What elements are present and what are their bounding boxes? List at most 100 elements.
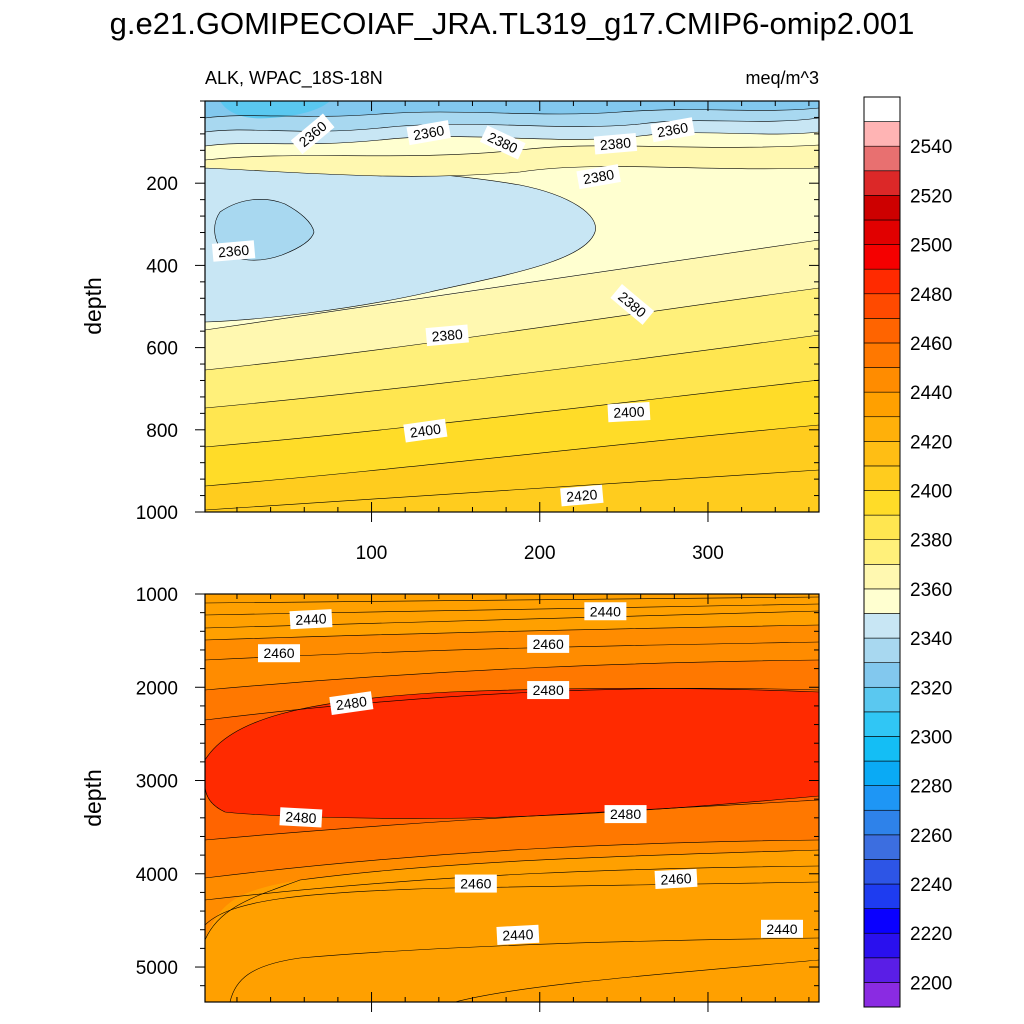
colorbar-tick-label: 2200 bbox=[910, 973, 952, 994]
contour-label-text: 2480 bbox=[335, 693, 368, 713]
upper-subtitle-right: meq/m^3 bbox=[746, 68, 819, 88]
contour-label-bg bbox=[403, 418, 448, 443]
colorbar-bin bbox=[863, 982, 901, 1008]
contour-label: 2420 bbox=[560, 484, 604, 507]
contour-label-text: 2440 bbox=[590, 603, 621, 619]
lower-plot-frame bbox=[204, 593, 820, 1003]
lower-y-ticks: 1000 2000 3000 4000 5000 bbox=[136, 585, 819, 987]
lower-y-axis-label: depth bbox=[80, 769, 106, 827]
colorbar-bin bbox=[863, 145, 901, 172]
contour-label: 2460 bbox=[527, 634, 570, 653]
colorbar-bin bbox=[863, 121, 901, 147]
contour-label: 2380 bbox=[425, 324, 469, 347]
contour-label-text: 2420 bbox=[566, 486, 599, 505]
contour-label: 2440 bbox=[760, 919, 803, 938]
colorbar-bin bbox=[863, 195, 901, 221]
contour-label-bg bbox=[496, 924, 540, 945]
upper-y-axis-label: depth bbox=[80, 277, 106, 335]
upper-x-ticks: 100 200 300 bbox=[236, 101, 810, 564]
contour-label-bg bbox=[211, 240, 256, 262]
contour-label: 2440 bbox=[289, 609, 333, 630]
contour-label-bg bbox=[479, 125, 526, 160]
y-tick-label: 3000 bbox=[136, 772, 178, 793]
figure-title: g.e21.GOMIPECOIAF_JRA.TL319_g17.CMIP6-om… bbox=[109, 6, 915, 41]
contour-label: 2400 bbox=[607, 402, 651, 423]
colorbar-bin bbox=[863, 883, 901, 909]
colorbar-bin bbox=[863, 268, 901, 295]
colorbar-bin bbox=[863, 637, 901, 663]
colorbar-tick-label: 2540 bbox=[910, 137, 952, 158]
lower-panel: 1000 2000 3000 4000 5000 2440 2440 2460 2460 248… bbox=[80, 585, 820, 1012]
contour-label: 2480 bbox=[329, 691, 374, 715]
colorbar-tick-label: 2260 bbox=[910, 826, 952, 847]
y-tick-label: 1000 bbox=[136, 585, 178, 606]
fill-2340-2350-surface bbox=[205, 101, 819, 118]
colorbar-bin bbox=[863, 563, 901, 590]
contour-label-bg bbox=[560, 484, 604, 507]
colorbar-tick-label: 2380 bbox=[910, 531, 952, 552]
y-tick-label: 400 bbox=[146, 256, 178, 277]
contour-label-bg bbox=[650, 117, 695, 143]
contour-label-text: 2380 bbox=[599, 134, 632, 153]
y-tick-label: 600 bbox=[146, 339, 178, 360]
upper-contour-labels: 2360 2360 2380 2380236023802360238023802400… bbox=[211, 113, 695, 507]
colorbar-tick-label: 2420 bbox=[910, 432, 952, 453]
colorbar-tick-label: 2320 bbox=[910, 678, 952, 699]
colorbar-tick-label: 2520 bbox=[910, 186, 952, 207]
colorbar-bin bbox=[863, 932, 901, 959]
contour-label-bg bbox=[527, 634, 570, 653]
colorbar-bin bbox=[863, 957, 901, 983]
colorbar-bin bbox=[863, 342, 901, 368]
contour-label-text: 2480 bbox=[533, 682, 564, 698]
contour-label-text: 2360 bbox=[656, 119, 690, 140]
colorbar-tick-label: 2280 bbox=[910, 777, 952, 798]
colorbar-bin bbox=[863, 686, 901, 713]
contour-label-text: 2380 bbox=[582, 166, 616, 187]
colorbar-tick-label: 2400 bbox=[910, 482, 952, 503]
contour-label-bg bbox=[760, 919, 803, 938]
x-tick-label: 300 bbox=[692, 543, 724, 564]
colorbar-bin bbox=[863, 391, 901, 418]
fill-2450-2460 bbox=[205, 625, 819, 690]
colorbar-bin bbox=[863, 416, 901, 442]
colorbar-bin bbox=[863, 760, 901, 786]
colorbar-bin bbox=[863, 367, 901, 393]
colorbar-tick-label: 2480 bbox=[910, 285, 952, 306]
colorbar-frame bbox=[863, 96, 901, 1008]
fill-2370-2380-band bbox=[205, 144, 819, 177]
upper-contour-lines bbox=[205, 107, 819, 511]
contour-label-bg bbox=[604, 805, 647, 824]
upper-y-ticks: 200 400 600 800 1000 bbox=[136, 100, 819, 524]
contour-label: 2360 bbox=[406, 120, 451, 146]
contour-label: 2460 bbox=[654, 868, 698, 889]
colorbar-bin bbox=[863, 834, 901, 860]
contour-label-bg bbox=[576, 164, 621, 190]
contour-label-text: 2400 bbox=[613, 403, 645, 421]
contour-label: 2440 bbox=[496, 924, 540, 945]
contour-label-bg bbox=[258, 644, 301, 663]
colorbar-bin bbox=[863, 613, 901, 639]
contour-label: 2380 bbox=[576, 164, 621, 190]
contour-label-bg bbox=[593, 132, 638, 155]
contour-label: 2480 bbox=[604, 805, 647, 824]
contour-label-text: 2380 bbox=[431, 326, 464, 345]
colorbar-bin bbox=[863, 170, 901, 196]
colorbar-tick-label: 2440 bbox=[910, 383, 952, 404]
lower-x-ticks bbox=[236, 594, 810, 1012]
colorbar-bin bbox=[863, 441, 901, 467]
contour-label-text: 2480 bbox=[285, 809, 317, 827]
contour-label-bg bbox=[584, 602, 627, 621]
upper-contour-fill bbox=[205, 101, 819, 512]
upper-subtitle-left: ALK, WPAC_18S-18N bbox=[205, 68, 383, 89]
contour-label-text: 2400 bbox=[409, 421, 442, 441]
colorbar-tick-label: 2240 bbox=[910, 875, 952, 896]
colorbar-bin bbox=[863, 539, 901, 565]
contour-label: 2360 bbox=[650, 117, 695, 143]
colorbar-bin bbox=[863, 711, 901, 737]
contour-label: 2460 bbox=[258, 644, 301, 663]
contour-label: 2460 bbox=[454, 874, 497, 893]
upper-plot-frame bbox=[204, 100, 820, 513]
contour-label-bg bbox=[329, 691, 374, 715]
